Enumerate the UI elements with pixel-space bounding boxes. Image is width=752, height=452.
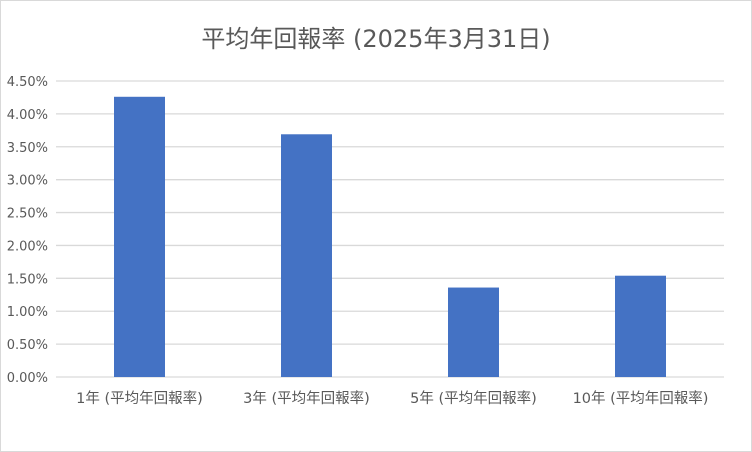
y-tick-label: 2.50% xyxy=(7,207,48,222)
x-tick-label: 3年 (平均年回報率) xyxy=(243,391,370,407)
bar xyxy=(114,96,165,377)
x-tick-label: 1年 (平均年回報率) xyxy=(76,391,203,407)
y-tick-label: 1.50% xyxy=(7,272,48,287)
chart-title: 平均年回報率 (2025年3月31日) xyxy=(201,25,551,53)
y-tick-label: 3.50% xyxy=(7,141,48,156)
y-tick-label: 4.00% xyxy=(7,108,48,123)
y-tick-label: 2.00% xyxy=(7,239,48,254)
x-tick-label: 10年 (平均年回報率) xyxy=(572,391,709,407)
y-tick-label: 0.50% xyxy=(7,338,48,353)
bar xyxy=(448,287,499,377)
x-tick-label: 5年 (平均年回報率) xyxy=(410,391,537,407)
y-tick-label: 1.00% xyxy=(7,305,48,320)
bar xyxy=(615,275,666,377)
y-tick-label: 3.00% xyxy=(7,174,48,189)
y-tick-label: 4.50% xyxy=(7,75,48,90)
bar xyxy=(281,134,332,377)
y-tick-label: 0.00% xyxy=(7,371,48,386)
